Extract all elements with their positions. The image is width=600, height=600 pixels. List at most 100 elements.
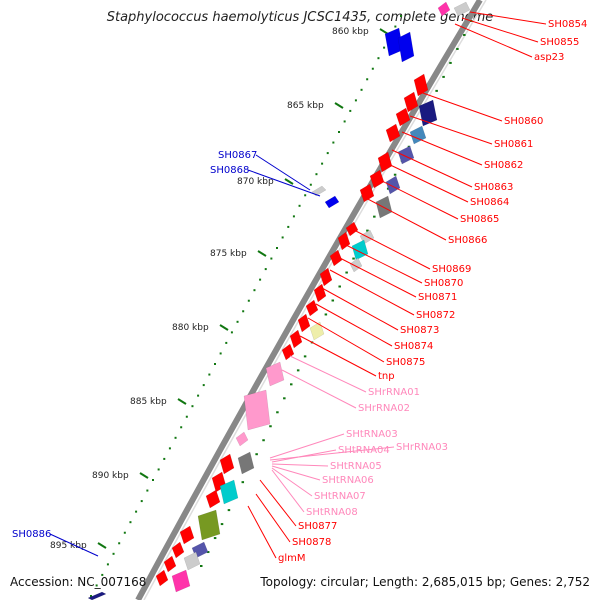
gene-label: SHtRNA06	[322, 475, 374, 486]
feature-track-dot	[283, 397, 286, 400]
scale-dot	[304, 194, 307, 197]
gene-label: SHtRNA07	[314, 491, 366, 502]
gene-block	[305, 299, 319, 317]
scale-dot	[298, 204, 301, 207]
gene-block	[87, 591, 107, 600]
gene-label: SHtRNA04	[338, 445, 390, 456]
gene-leader-line	[315, 303, 393, 347]
scale-tick	[177, 398, 187, 405]
scale-dot	[287, 225, 290, 228]
scale-label: 895 kbp	[50, 541, 87, 551]
gene-block	[171, 541, 185, 559]
backbone-line	[135, 0, 483, 600]
gene-label: SH0855	[540, 37, 579, 48]
scale-dot	[180, 426, 183, 429]
scale-dot	[236, 320, 239, 323]
feature-track-dot	[290, 383, 293, 386]
gene-leader-line	[269, 433, 345, 459]
scale-dot	[230, 331, 233, 334]
gene-label: SH0862	[484, 160, 523, 171]
scale-dot	[208, 373, 211, 376]
gene-block	[324, 195, 340, 209]
gene-label: SH0878	[292, 537, 331, 548]
scale-tick	[257, 250, 267, 257]
scale-dot	[146, 489, 149, 492]
feature-track-dot	[338, 285, 341, 288]
gene-block	[219, 479, 239, 505]
feature-track-dot	[456, 47, 459, 50]
feature-track-dot	[269, 425, 272, 428]
gene-leader-line	[383, 161, 469, 203]
scale-dot	[225, 341, 228, 344]
gene-leader-line	[409, 115, 493, 145]
gene-leader-line	[401, 131, 483, 166]
gene-leader-line	[247, 505, 277, 559]
scale-dot	[191, 405, 194, 408]
gene-leader-line	[375, 177, 459, 220]
gene-leader-line	[269, 446, 395, 461]
gene-leader-line	[343, 243, 423, 284]
gene-block	[197, 509, 221, 541]
gene-block	[397, 145, 415, 165]
scale-dot	[292, 215, 295, 218]
feature-track-dot	[276, 411, 279, 414]
scale-dot	[90, 595, 92, 597]
gene-leader-line	[454, 23, 533, 58]
gene-block	[205, 489, 221, 509]
gene-leader-line	[349, 227, 431, 270]
scale-dot	[309, 183, 312, 186]
gene-label: SH0871	[418, 292, 457, 303]
scale-dot	[129, 521, 132, 524]
gene-label: SH0869	[432, 264, 471, 275]
scale-dot	[253, 289, 256, 292]
map-title: Staphylococcus haemolyticus JCSC1435, co…	[106, 10, 494, 25]
gene-leader-line	[335, 255, 417, 298]
scale-tick	[139, 472, 149, 479]
scale-dot	[118, 542, 121, 545]
gene-block	[179, 525, 195, 545]
scale-dot	[168, 447, 171, 450]
scale-label: 860 kbp	[332, 27, 369, 37]
scale-dot	[157, 468, 160, 471]
scale-dot	[174, 436, 177, 439]
gene-block	[329, 249, 343, 267]
scale-label: 885 kbp	[130, 397, 167, 407]
gene-block	[219, 453, 235, 475]
gene-leader-line	[255, 154, 311, 191]
scale-dot	[332, 141, 335, 144]
gene-block	[413, 73, 429, 97]
scale-label: 865 kbp	[287, 101, 324, 111]
gene-label: SH0873	[400, 325, 439, 336]
gene-block	[397, 31, 415, 63]
gene-label: SH0870	[424, 278, 463, 289]
feature-track-dot	[366, 229, 369, 232]
gene-label: SH0861	[494, 139, 533, 150]
scale-dot	[281, 236, 284, 239]
gene-block	[289, 329, 303, 349]
scale-dot	[315, 173, 318, 176]
gene-block	[235, 431, 249, 447]
scale-dot	[349, 109, 352, 112]
feature-track-dot	[442, 75, 445, 78]
feature-track-dot	[324, 313, 328, 316]
gene-leader-line	[271, 469, 305, 513]
feature-track-dot	[241, 481, 245, 484]
gene-block	[385, 123, 401, 143]
gene-block	[351, 239, 369, 261]
scale-label: 870 kbp	[237, 177, 274, 187]
gene-label: SH0874	[394, 341, 433, 352]
gene-leader-line	[271, 449, 337, 463]
scale-tick	[97, 542, 107, 549]
gene-leader-line	[49, 533, 99, 557]
gene-label: asp23	[534, 52, 564, 63]
gene-label: SHtRNA03	[346, 429, 398, 440]
scale-tick	[284, 178, 294, 185]
gene-leader-line	[469, 11, 547, 25]
scale-dot	[106, 563, 109, 566]
gene-label: SH0866	[448, 235, 487, 246]
gene-leader-line	[247, 169, 321, 197]
feature-track-dot	[386, 187, 390, 190]
feature-track-dot	[262, 439, 265, 442]
scale-dot	[383, 46, 386, 49]
topology-label: Topology: circular; Length: 2,685,015 bp…	[260, 575, 590, 589]
